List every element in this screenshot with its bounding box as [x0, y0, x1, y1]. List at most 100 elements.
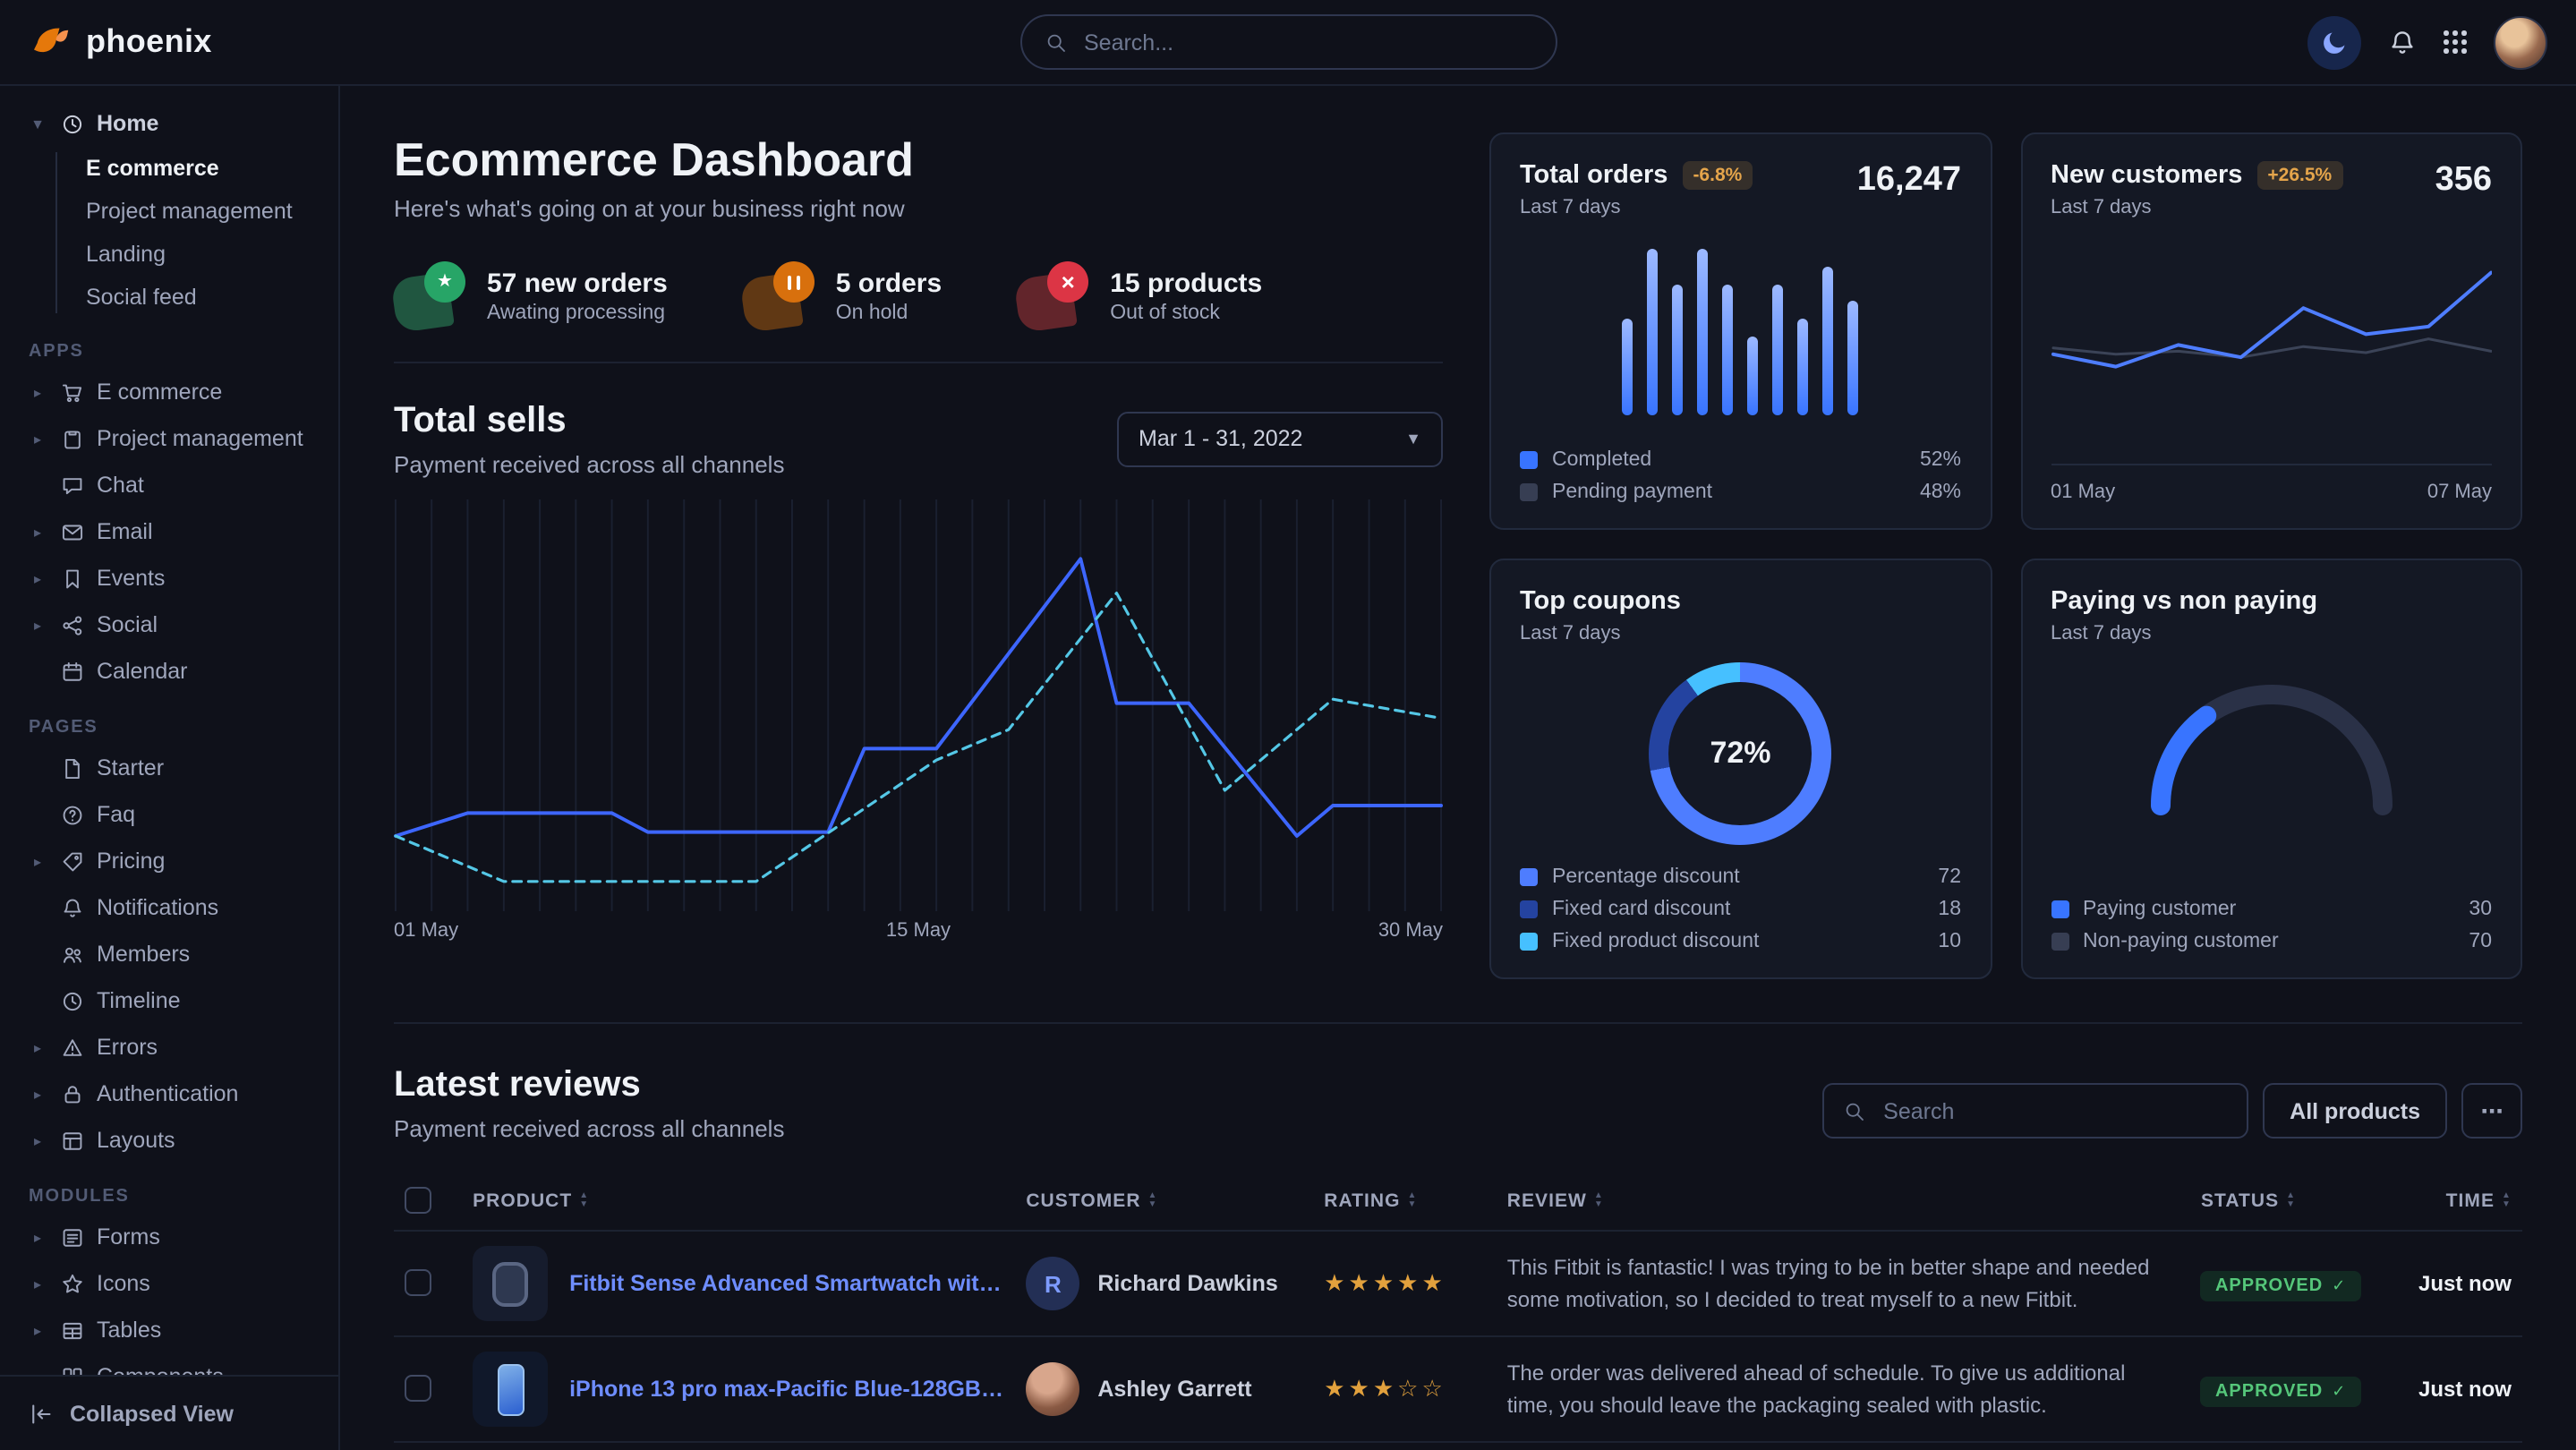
status-badge: APPROVED✓ — [2201, 1376, 2360, 1406]
legend-swatch — [2051, 933, 2068, 951]
legend-label: Fixed card discount — [1552, 899, 1730, 920]
sidebar-item-label: Project management — [97, 426, 303, 451]
reviews-search[interactable] — [1822, 1083, 2248, 1139]
sidebar-item-members[interactable]: Members — [18, 931, 320, 977]
sidebar-item-label: Calendar — [97, 659, 187, 684]
total-orders-value: 16,247 — [1857, 161, 1961, 200]
x-label-start: 01 May — [394, 920, 458, 942]
notifications-button[interactable] — [2388, 28, 2417, 56]
sidebar-item-starter[interactable]: Starter — [18, 745, 320, 791]
stat-text: 15 productsOut of stock — [1110, 268, 1262, 323]
more-options-button[interactable]: ⋯ — [2461, 1083, 2522, 1139]
stat-caption: Awating processing — [487, 302, 668, 323]
sort-icon[interactable]: ▲▼ — [2286, 1192, 2296, 1208]
global-search[interactable] — [1019, 14, 1557, 70]
reviews-search-input[interactable] — [1880, 1096, 2227, 1125]
cart-icon — [59, 380, 84, 404]
sidebar-item-project-management[interactable]: ▸Project management — [18, 415, 320, 462]
review-text: The order was delivered ahead of schedul… — [1507, 1357, 2179, 1421]
sidebar-item-calendar[interactable]: Calendar — [18, 648, 320, 695]
row-checkbox[interactable] — [405, 1270, 431, 1297]
stat-value: 5 orders — [836, 268, 942, 298]
sort-icon[interactable]: ▲▼ — [2502, 1192, 2512, 1208]
sidebar-item-notifications[interactable]: Notifications — [18, 884, 320, 931]
status-dot: ★ — [424, 261, 465, 303]
column-time[interactable]: TIME — [2446, 1190, 2495, 1211]
legend-swatch — [1520, 868, 1538, 886]
sidebar-item-home[interactable]: ▼Home — [18, 100, 320, 147]
sidebar-item-timeline[interactable]: Timeline — [18, 977, 320, 1024]
reviews-title: Latest reviews — [394, 1063, 784, 1106]
chevron-right-icon: ▸ — [29, 1322, 47, 1338]
x-axis-labels: 01 May 15 May 30 May — [394, 920, 1443, 942]
column-product[interactable]: PRODUCT — [473, 1190, 572, 1211]
column-status[interactable]: STATUS — [2201, 1190, 2279, 1211]
main-content: Ecommerce Dashboard Here's what's going … — [340, 86, 2576, 1450]
sidebar-item-icons[interactable]: ▸Icons — [18, 1260, 320, 1307]
sidebar-subitem-landing[interactable]: Landing — [79, 233, 320, 276]
sort-icon[interactable]: ▲▼ — [1594, 1192, 1604, 1208]
date-range-select[interactable]: Mar 1 - 31, 2022 ▼ — [1117, 411, 1443, 466]
sidebar-item-events[interactable]: ▸Events — [18, 555, 320, 601]
all-products-button[interactable]: All products — [2263, 1083, 2447, 1139]
table-row: iPhone 13 pro max-Pacific Blue-128GB sto… — [394, 1336, 2522, 1442]
sidebar-item-label: Pricing — [97, 849, 165, 874]
row-checkbox[interactable] — [405, 1376, 431, 1403]
cell-review: This Fitbit is fantastic! I was trying t… — [1497, 1231, 2190, 1336]
page-subtitle: Here's what's going on at your business … — [394, 195, 1443, 222]
legend-swatch — [1520, 483, 1538, 501]
collapsed-view-toggle[interactable]: Collapsed View — [0, 1375, 340, 1450]
status-dot: × — [1047, 261, 1088, 303]
legend-label: Pending payment — [1552, 482, 1712, 503]
sidebar-item-social[interactable]: ▸Social — [18, 601, 320, 648]
sidebar-subitem-e-commerce[interactable]: E commerce — [79, 147, 320, 190]
product-link[interactable]: Fitbit Sense Advanced Smartwatch with To… — [569, 1271, 1004, 1296]
legend-item-pending-payment: Pending payment 48% — [1520, 482, 1961, 503]
column-rating[interactable]: RATING — [1324, 1190, 1400, 1211]
sidebar-item-errors[interactable]: ▸Errors — [18, 1024, 320, 1070]
sidebar-item-layouts[interactable]: ▸Layouts — [18, 1117, 320, 1164]
sidebar-item-tables[interactable]: ▸Tables — [18, 1307, 320, 1353]
brand-logo[interactable]: phoenix — [29, 21, 212, 64]
sidebar-section-apps: APPS — [29, 342, 320, 362]
lock-icon — [59, 1082, 84, 1105]
legend-value: 48% — [1920, 482, 1961, 503]
sort-icon[interactable]: ▲▼ — [1148, 1192, 1158, 1208]
top-coupons-card: Top coupons Last 7 days 72% Percentage d… — [1489, 559, 1992, 979]
sort-icon[interactable]: ▲▼ — [579, 1192, 589, 1208]
new-customers-card: New customers +26.5% Last 7 days 356 01 … — [2020, 132, 2522, 530]
card-title: New customers — [2051, 161, 2242, 190]
sidebar-item-chat[interactable]: Chat — [18, 462, 320, 508]
sort-icon[interactable]: ▲▼ — [1408, 1192, 1418, 1208]
sidebar-subitem-social-feed[interactable]: Social feed — [79, 276, 320, 319]
sidebar-item-e-commerce[interactable]: ▸E commerce — [18, 369, 320, 415]
sidebar-item-authentication[interactable]: ▸Authentication — [18, 1070, 320, 1117]
trend-badge: -6.8% — [1682, 161, 1753, 190]
user-avatar[interactable] — [2494, 15, 2547, 69]
sidebar-item-faq[interactable]: Faq — [18, 791, 320, 838]
select-all-checkbox[interactable] — [405, 1187, 431, 1214]
sidebar-item-label: Timeline — [97, 988, 181, 1013]
apps-menu-button[interactable] — [2444, 30, 2467, 54]
column-customer[interactable]: CUSTOMER — [1026, 1190, 1140, 1211]
sidebar-item-email[interactable]: ▸Email — [18, 508, 320, 555]
sidebar-item-forms[interactable]: ▸Forms — [18, 1214, 320, 1260]
legend-item-non-paying-customer: Non-paying customer70 — [2051, 931, 2492, 952]
column-review[interactable]: REVIEW — [1507, 1190, 1587, 1211]
search-input[interactable] — [1080, 28, 1531, 56]
theme-toggle-button[interactable] — [2307, 15, 2361, 69]
total-orders-card: Total orders -6.8% Last 7 days 16,247 Co… — [1489, 132, 1992, 530]
legend-value: 52% — [1920, 449, 1961, 471]
sidebar-item-pricing[interactable]: ▸Pricing — [18, 838, 320, 884]
chevron-right-icon: ▸ — [29, 570, 47, 586]
page-title: Ecommerce Dashboard — [394, 132, 1443, 186]
paying-vs-nonpaying-card: Paying vs non paying Last 7 days Paying … — [2020, 559, 2522, 979]
stat-text: 5 ordersOn hold — [836, 268, 942, 323]
x-label-end: 30 May — [1378, 920, 1443, 942]
chevron-down-icon: ▼ — [29, 115, 47, 132]
sidebar-subitem-project-management[interactable]: Project management — [79, 190, 320, 233]
order-bar — [1823, 266, 1834, 415]
cell-customer: Ashley Garrett — [1015, 1336, 1313, 1442]
product-link[interactable]: iPhone 13 pro max-Pacific Blue-128GB sto… — [569, 1377, 1004, 1402]
tag-icon — [59, 849, 84, 873]
